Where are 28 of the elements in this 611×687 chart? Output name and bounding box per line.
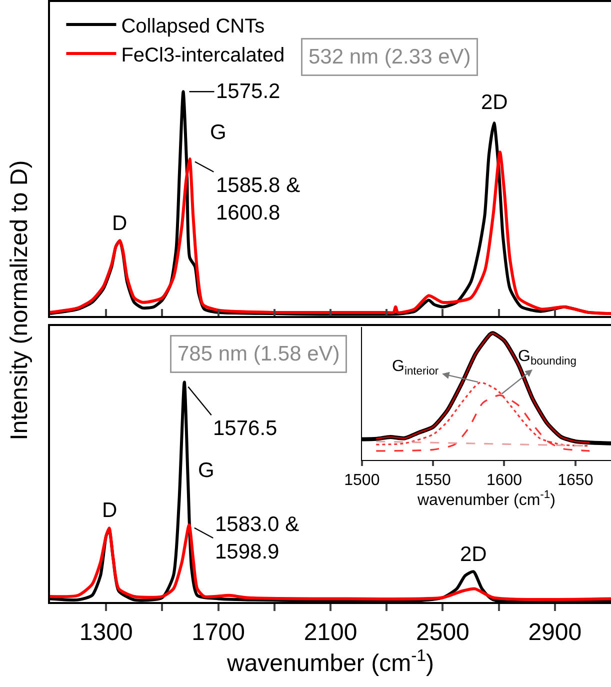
y-axis-title: Intensity (normalized to D)	[6, 160, 33, 440]
annotation: 2D	[460, 543, 487, 566]
annotation: G$_{interior}$	[392, 358, 439, 378]
annotation: 2D	[481, 91, 508, 114]
x-tick-label: 1600	[486, 472, 522, 490]
annotation: D	[112, 212, 128, 235]
x-axis-title: wavenumber (cm$^{-1}$)	[226, 646, 434, 677]
text: 785 nm (1.58 eV)	[178, 342, 340, 366]
annotation: G	[210, 121, 226, 144]
annotation: 1576.5	[213, 417, 278, 440]
x-tick-label: 2500	[416, 618, 470, 646]
annotation: 1575.2	[216, 80, 280, 103]
annotation: 1585.8 & 1600.8	[216, 174, 300, 224]
x-tick-label: 1700	[192, 618, 245, 646]
x-axis-title: wavenumber (cm$^{-1}$)	[416, 489, 556, 509]
annotation: G	[198, 459, 214, 482]
legend-label: Collapsed CNTs	[121, 15, 265, 38]
text: 532 nm (2.33 eV)	[308, 46, 471, 68]
x-tick-label: 1650	[558, 472, 594, 490]
x-tick-label: 2900	[528, 618, 582, 646]
x-tick-label: 1300	[79, 618, 133, 646]
x-tick-label: 2100	[304, 618, 358, 646]
annotation: 1583.0 & 1598.9	[215, 513, 300, 564]
x-tick-label: 1500	[344, 472, 380, 490]
annotation: D	[102, 499, 118, 522]
annotation: G$_{bounding}$	[518, 348, 576, 368]
x-tick-label: 1550	[415, 472, 451, 490]
legend-label: FeCl3-intercalated	[121, 44, 285, 66]
